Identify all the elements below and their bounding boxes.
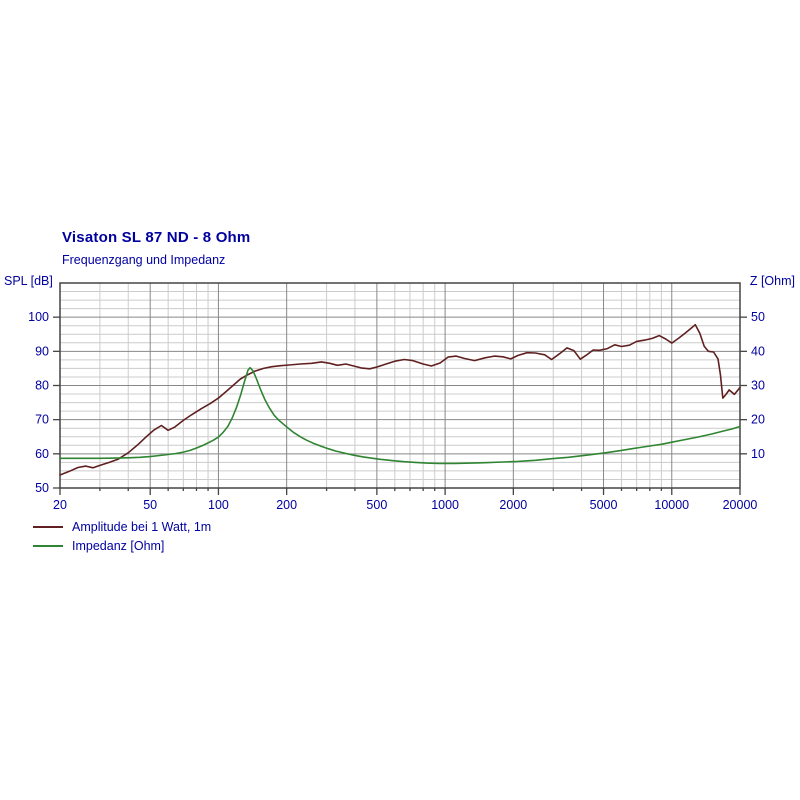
y-left-tick-label: 70	[35, 413, 49, 427]
amplitude-curve	[59, 323, 741, 476]
x-tick-label: 2000	[499, 498, 527, 512]
y-right-tick-label: 40	[751, 344, 765, 358]
y-right-tick-label: 10	[751, 447, 765, 461]
legend-item-impedance: Impedanz [Ohm]	[33, 536, 211, 555]
x-tick-label: 20	[53, 498, 67, 512]
x-tick-label: 50	[143, 498, 157, 512]
y-right-tick-label: 20	[751, 413, 765, 427]
y-right-tick-label: 30	[751, 379, 765, 393]
y-left-tick-label: 50	[35, 481, 49, 495]
y-left-tick-label: 90	[35, 344, 49, 358]
chart-title: Visaton SL 87 ND - 8 Ohm	[62, 229, 251, 246]
x-tick-label: 20000	[723, 498, 758, 512]
legend-label-impedance: Impedanz [Ohm]	[72, 538, 165, 553]
left-axis-title: SPL [dB]	[4, 274, 53, 288]
y-right-tick-label: 50	[751, 310, 765, 324]
x-tick-label: 5000	[590, 498, 618, 512]
legend: Amplitude bei 1 Watt, 1m Impedanz [Ohm]	[33, 517, 211, 555]
y-left-tick-label: 80	[35, 379, 49, 393]
right-axis-title: Z [Ohm]	[749, 274, 795, 288]
x-tick-label: 500	[366, 498, 387, 512]
impedance-curve	[59, 366, 741, 465]
legend-item-amplitude: Amplitude bei 1 Watt, 1m	[33, 517, 211, 536]
chart-svg: 20 50 100 200 500 1000 2000 5000 10000 20000 50 60 7…	[28, 282, 765, 512]
x-tick-label: 1000	[431, 498, 459, 512]
y-left-tick-label: 60	[35, 447, 49, 461]
x-tick-label: 100	[208, 498, 229, 512]
impedance-line-swatch	[33, 544, 63, 547]
x-tick-label: 200	[276, 498, 297, 512]
x-tick-label: 10000	[654, 498, 689, 512]
amplitude-line-swatch	[33, 525, 63, 528]
y-left-tick-label: 100	[28, 310, 49, 324]
legend-label-amplitude: Amplitude bei 1 Watt, 1m	[72, 519, 212, 534]
chart-subtitle: Frequenzgang und Impedanz	[62, 253, 226, 267]
